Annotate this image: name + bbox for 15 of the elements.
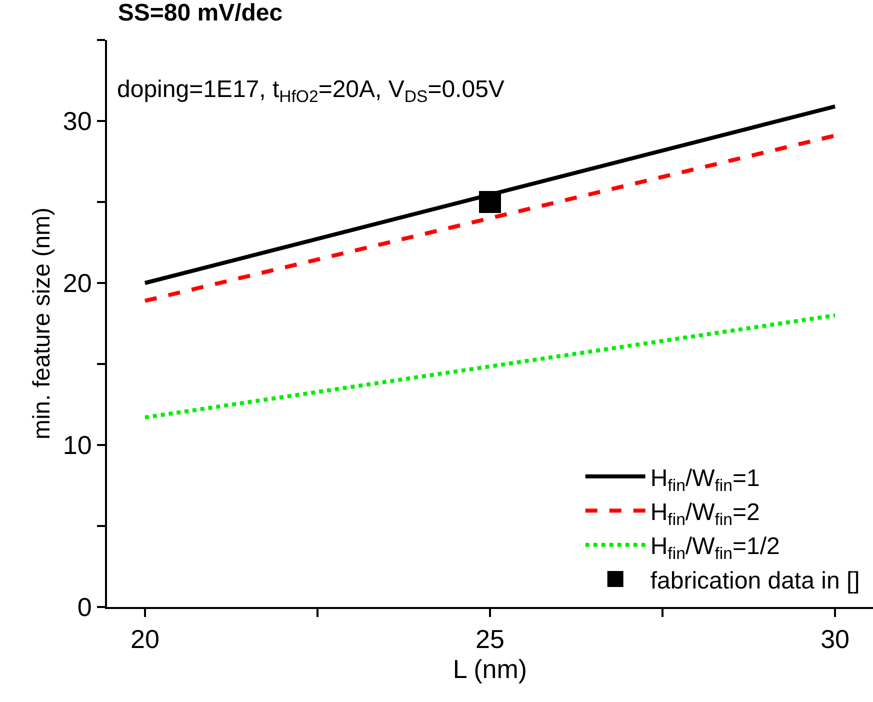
y-tick-label: 0 [77, 592, 92, 622]
y-tick-label: 10 [62, 430, 92, 460]
y-axis-title: min. feature size (nm) [28, 207, 56, 440]
chart-title: SS=80 mV/dec [118, 0, 283, 26]
y-tick-label: 20 [62, 268, 92, 298]
legend-label: H$_{fin}$/W$_{fin}$=2 [650, 498, 760, 530]
legend-label: H$_{fin}$/W$_{fin}$=1/2 [650, 533, 780, 564]
x-tick-label: 20 [130, 624, 160, 654]
legend-label: H$_{fin}$/W$_{fin}$=1 [650, 464, 760, 495]
annotation: doping=1E17, t$_{HfO2}$=20A, V$_{DS}$=0.05V [117, 76, 504, 106]
x-axis-title: L (nm) [452, 654, 528, 684]
x-tick-label: 25 [476, 624, 504, 654]
legend-label: fabrication data in [] [650, 567, 860, 594]
x-tick-label: 30 [820, 624, 850, 654]
y-tick-label: 30 [62, 106, 92, 136]
